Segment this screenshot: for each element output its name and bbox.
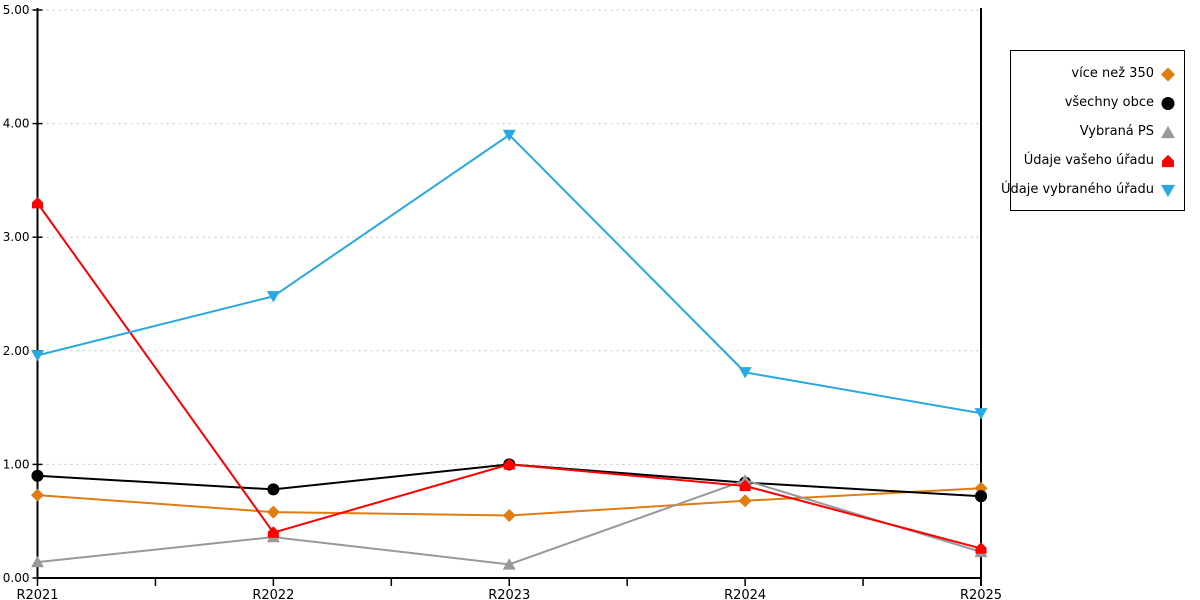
legend-item: Údaje vybraného úřadu <box>1001 175 1184 204</box>
svg-text:3.00: 3.00 <box>3 230 30 244</box>
legend-marker-triangle-up-icon <box>1161 125 1175 138</box>
svg-text:5.00: 5.00 <box>3 3 30 17</box>
legend-marker-triangle-down-icon <box>1161 184 1175 197</box>
svg-text:R2023: R2023 <box>488 588 530 600</box>
legend-marker-circle-icon <box>1161 96 1175 110</box>
svg-text:R2024: R2024 <box>724 588 766 600</box>
svg-text:4.00: 4.00 <box>3 117 30 131</box>
legend-marker-diamond-icon <box>1161 67 1175 81</box>
svg-text:0.00: 0.00 <box>3 571 30 585</box>
svg-text:R2025: R2025 <box>960 588 1002 600</box>
svg-text:R2021: R2021 <box>16 588 58 600</box>
legend-marker-pentagon-icon <box>1162 154 1174 167</box>
legend-label: všechny obce <box>1064 95 1154 110</box>
legend-item: více než 350 <box>1011 59 1184 88</box>
legend: více než 350 všechny obce Vybraná PS Úda… <box>1001 50 1185 211</box>
legend-label: více než 350 <box>1071 66 1154 81</box>
svg-text:2.00: 2.00 <box>3 344 30 358</box>
svg-text:1.00: 1.00 <box>3 457 30 471</box>
legend-label: Údaje vašeho úřadu <box>1023 153 1154 168</box>
legend-item: Vybraná PS <box>1011 117 1184 146</box>
legend-item: všechny obce <box>1011 88 1184 117</box>
legend-item: Údaje vašeho úřadu <box>1011 146 1184 175</box>
line-chart-canvas: 0.00 1.00 2.00 3.00 4.00 5.00 R2021 R2022 R2023 R… <box>3 3 1002 600</box>
legend-label: Vybraná PS <box>1079 124 1154 139</box>
svg-text:R2022: R2022 <box>252 588 294 600</box>
legend-label: Údaje vybraného úřadu <box>1000 182 1154 197</box>
